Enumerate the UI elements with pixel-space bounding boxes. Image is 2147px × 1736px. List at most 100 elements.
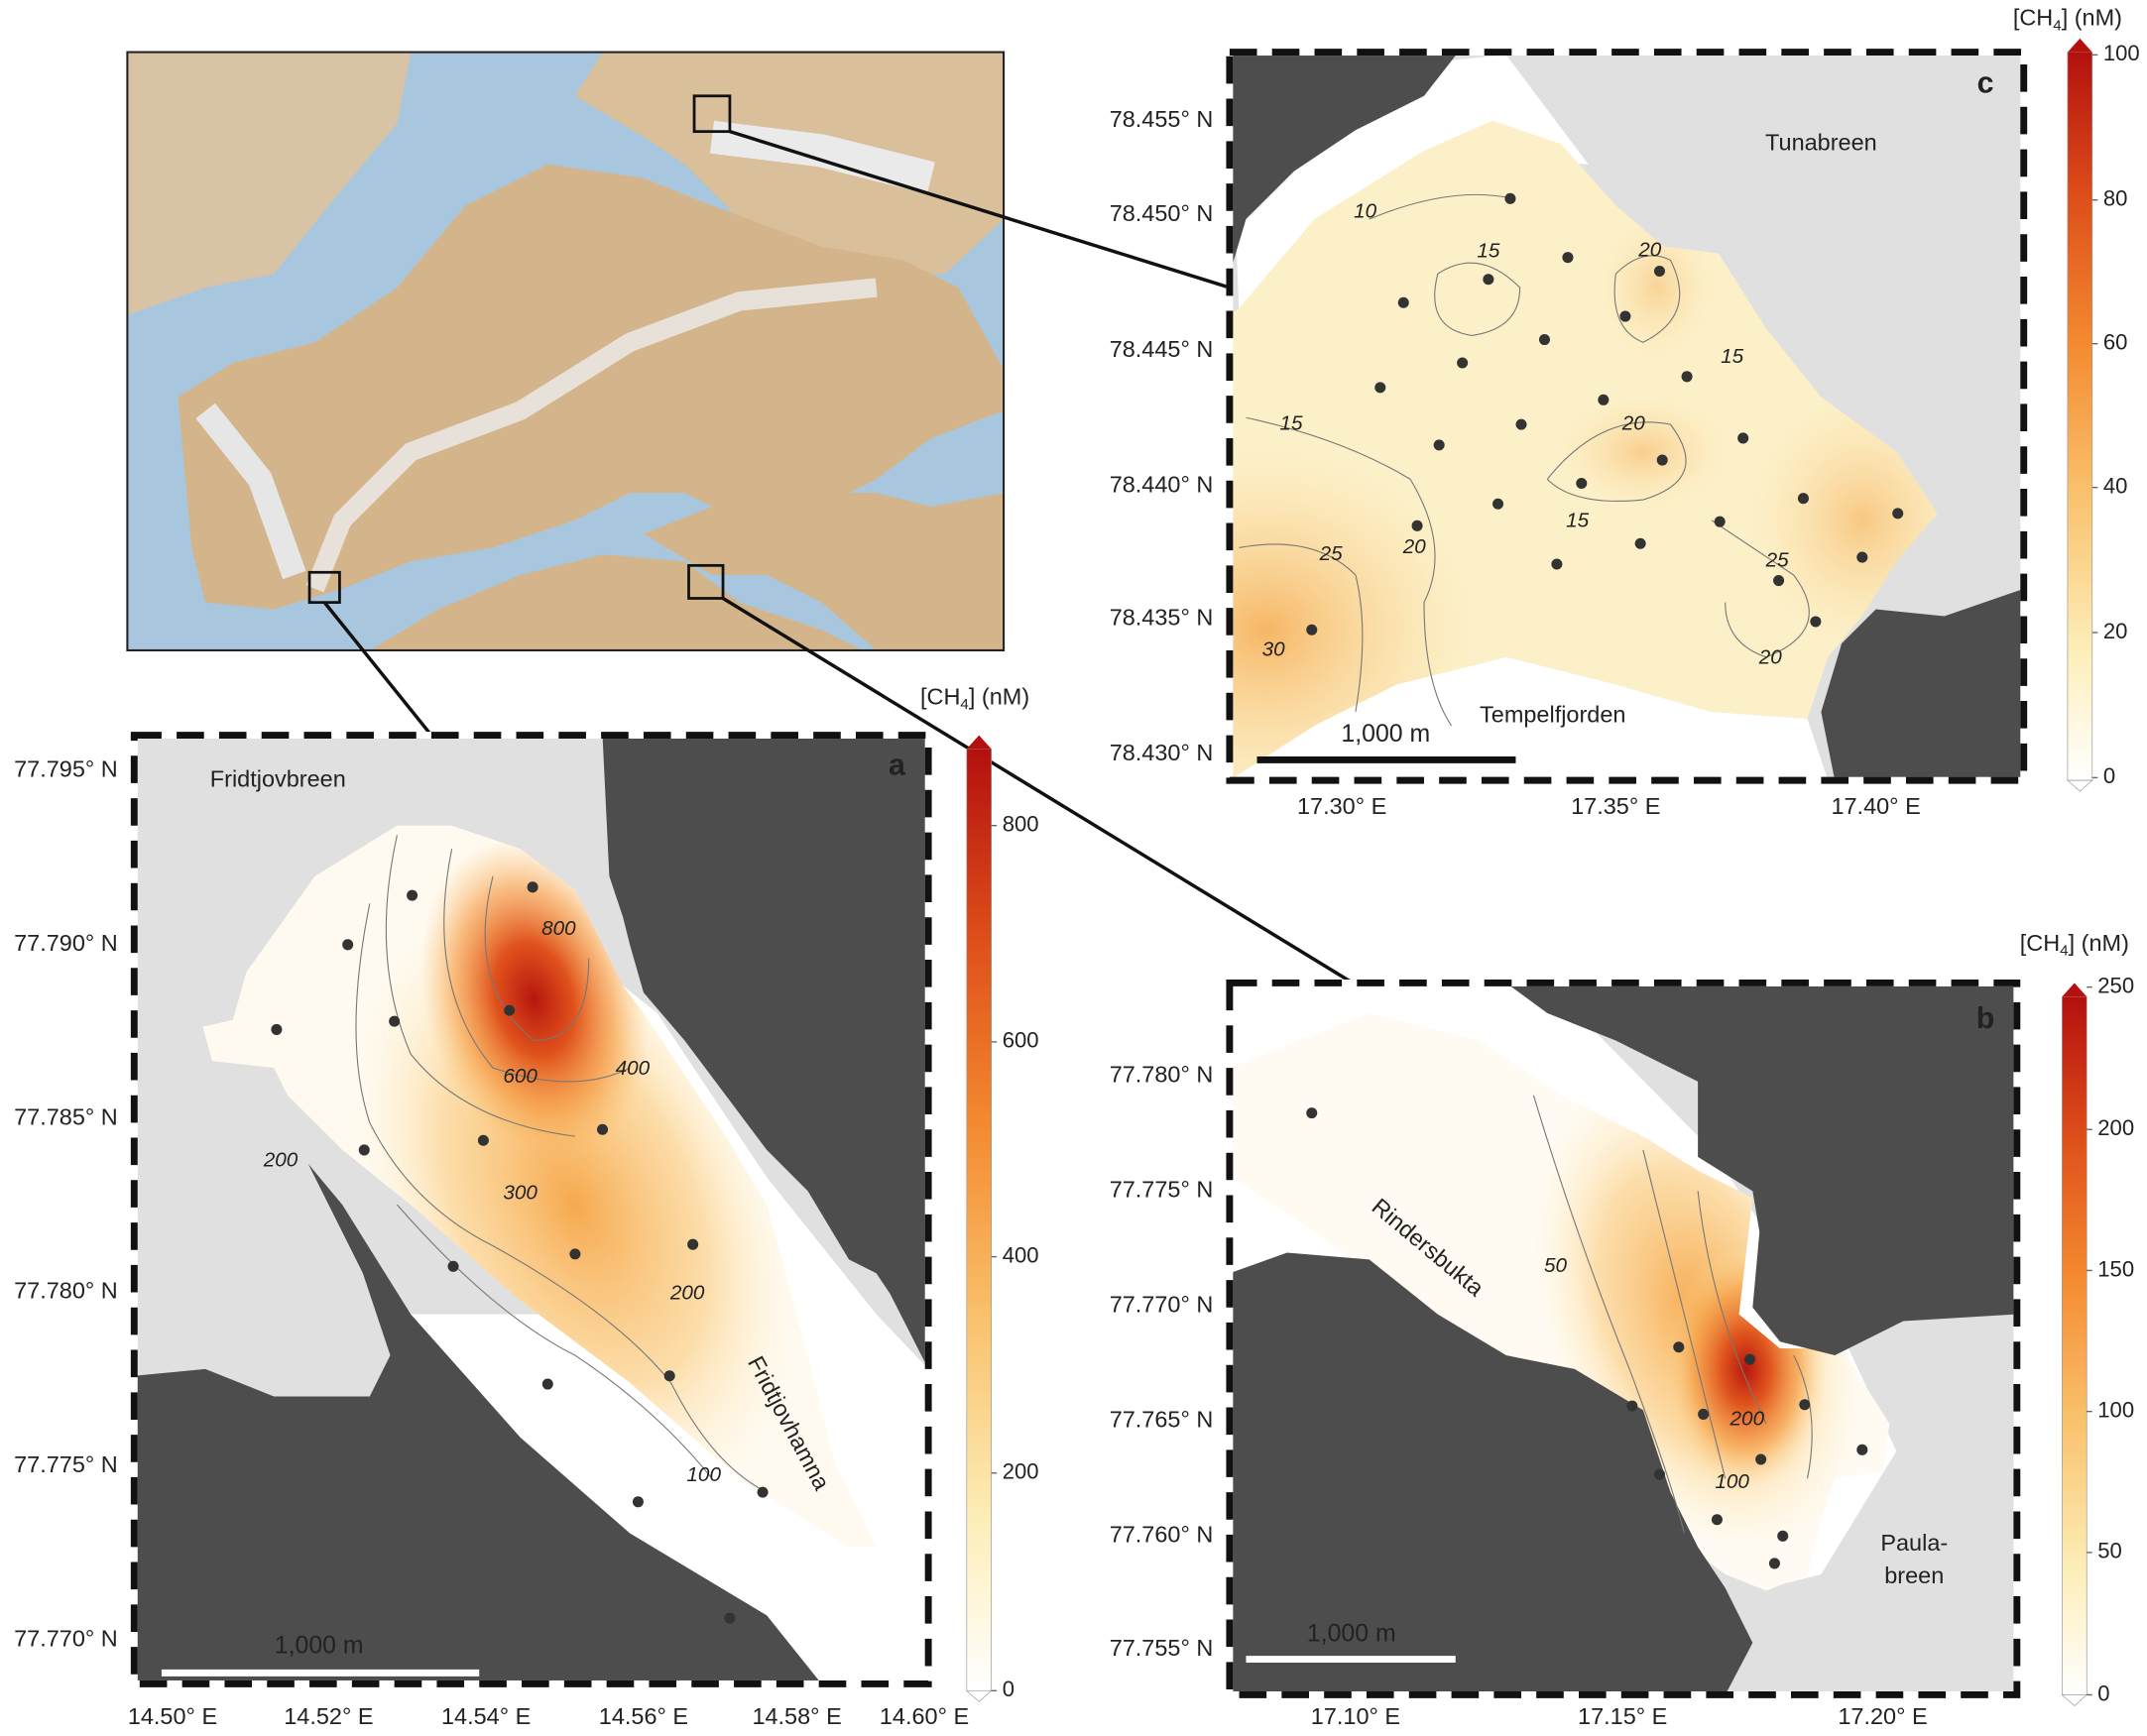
scale-bar-label: 1,000 m	[1307, 1620, 1396, 1647]
colorbar-title-part: ] (nM)	[2069, 930, 2129, 956]
sample-station	[1768, 1558, 1780, 1569]
panel-b-map	[1229, 983, 2017, 1695]
connector-line	[722, 597, 1355, 984]
concentration-field	[1602, 219, 1712, 357]
colorbar-tick-label: 250	[2097, 973, 2134, 997]
map-panel: 78.455° N 78.450° N 78.445° N 78.440° N 78.4…	[1110, 5, 2140, 819]
sample-station	[1681, 371, 1693, 383]
panel-label: a	[889, 749, 906, 781]
sample-station	[1856, 1444, 1868, 1455]
land	[134, 1163, 822, 1684]
x-tick-label: 17.30° E	[1297, 793, 1386, 819]
sample-station	[1777, 1530, 1789, 1542]
x-tick-label: 17.15° E	[1578, 1703, 1667, 1729]
colorbar-extend	[2062, 983, 2087, 997]
sample-station	[1773, 575, 1785, 587]
y-tick-label: 77.780° N	[1110, 1062, 1214, 1088]
concentration-field	[1561, 397, 1726, 507]
sample-station	[632, 1496, 644, 1508]
contour-label: 800	[541, 917, 576, 940]
colorbar-tick-label: 20	[2103, 619, 2128, 643]
sample-station	[663, 1370, 675, 1382]
sample-station	[1799, 1399, 1811, 1411]
colorbar-tick-label: 0	[2103, 763, 2115, 788]
sample-station	[504, 1004, 516, 1016]
sample-station	[1397, 296, 1409, 308]
colorbar-tick-label: 80	[2103, 186, 2128, 211]
panel-a-map	[134, 735, 929, 1684]
panel-frame	[130, 732, 932, 1687]
contour-label: 10	[1354, 200, 1377, 223]
y-tick-label: 78.445° N	[1110, 336, 1214, 362]
scale-bar-label: 1,000 m	[275, 1633, 364, 1660]
sample-station	[447, 1260, 459, 1272]
y-tick-label: 77.765° N	[1110, 1407, 1214, 1433]
contour-label: 200	[669, 1281, 705, 1304]
contour-label: 20	[1402, 535, 1427, 558]
y-tick-label: 77.775° N	[14, 1451, 118, 1477]
colorbar-tick-label: 400	[1003, 1242, 1039, 1267]
sample-station	[1755, 1453, 1767, 1465]
glacier	[709, 120, 935, 194]
contour-label: 15	[1280, 412, 1304, 435]
sample-station	[1411, 520, 1423, 531]
x-tick-label: 17.35° E	[1571, 793, 1660, 819]
contour-label: 300	[503, 1182, 537, 1205]
y-tick-label: 77.755° N	[1110, 1635, 1214, 1661]
sample-station	[1515, 418, 1527, 430]
inset-box	[692, 94, 732, 134]
sample-station	[1737, 432, 1749, 444]
y-tick-label: 77.770° N	[14, 1625, 118, 1651]
colorbar-tick-label: 150	[2097, 1256, 2134, 1281]
sample-station	[1626, 1400, 1638, 1412]
x-tick-label: 14.52° E	[284, 1703, 373, 1729]
sample-station	[541, 1378, 553, 1390]
sample-station	[687, 1238, 699, 1250]
contour-label: 20	[1637, 238, 1662, 261]
colorbar-title: [CH4] (nM)	[2013, 5, 2122, 35]
sample-station	[1483, 274, 1494, 286]
y-tick-label: 77.795° N	[14, 756, 118, 782]
colorbar-title-part: [CH	[2013, 5, 2053, 31]
sample-station	[1504, 192, 1516, 204]
sample-station	[1457, 357, 1469, 369]
contour-label: 25	[1319, 542, 1344, 565]
sample-station	[1810, 616, 1822, 628]
contour-label: 15	[1566, 510, 1590, 532]
colorbar-tick-label: 200	[2097, 1115, 2134, 1140]
colorbar-tick-label: 0	[2097, 1680, 2109, 1705]
colorbar-title-part: ] (nM)	[969, 683, 1029, 709]
colorbar-tick-label: 50	[2097, 1539, 2122, 1563]
colorbar-tick-label: 800	[1003, 812, 1039, 837]
contour-label: 100	[1715, 1470, 1749, 1493]
colorbar	[2062, 995, 2087, 1695]
sample-station	[407, 889, 418, 901]
y-tick-label: 77.780° N	[14, 1278, 118, 1304]
colorbar-title-part: [CH	[920, 683, 960, 709]
inset-box	[687, 563, 725, 600]
colorbar-title-part: [CH	[2020, 930, 2060, 956]
place-name: breen	[1884, 1562, 1944, 1588]
sample-station	[1306, 624, 1318, 636]
colorbar-title-part: ] (nM)	[2062, 5, 2122, 31]
land	[1229, 52, 1459, 275]
colorbar-extend	[2061, 1694, 2088, 1706]
sample-station	[1562, 252, 1574, 264]
contour-label: 200	[1730, 1407, 1765, 1430]
panel-label: c	[1977, 67, 1994, 100]
sample-station	[342, 939, 354, 951]
land	[1505, 983, 2017, 1356]
sample-station	[1653, 265, 1665, 278]
y-tick-label: 77.760° N	[1110, 1522, 1214, 1548]
sample-station	[1711, 1514, 1723, 1526]
contour-line	[1239, 193, 1810, 727]
colorbar-extend	[2067, 38, 2092, 53]
colorbar-title: [CH4] (nM)	[2020, 930, 2129, 960]
x-tick-label: 14.50° E	[128, 1703, 217, 1729]
sample-station	[1598, 394, 1610, 405]
sample-station	[1856, 551, 1868, 563]
colorbar-tick-label: 200	[1003, 1459, 1039, 1484]
contour-label: 15	[1477, 240, 1500, 263]
y-tick-label: 77.775° N	[1110, 1177, 1214, 1203]
